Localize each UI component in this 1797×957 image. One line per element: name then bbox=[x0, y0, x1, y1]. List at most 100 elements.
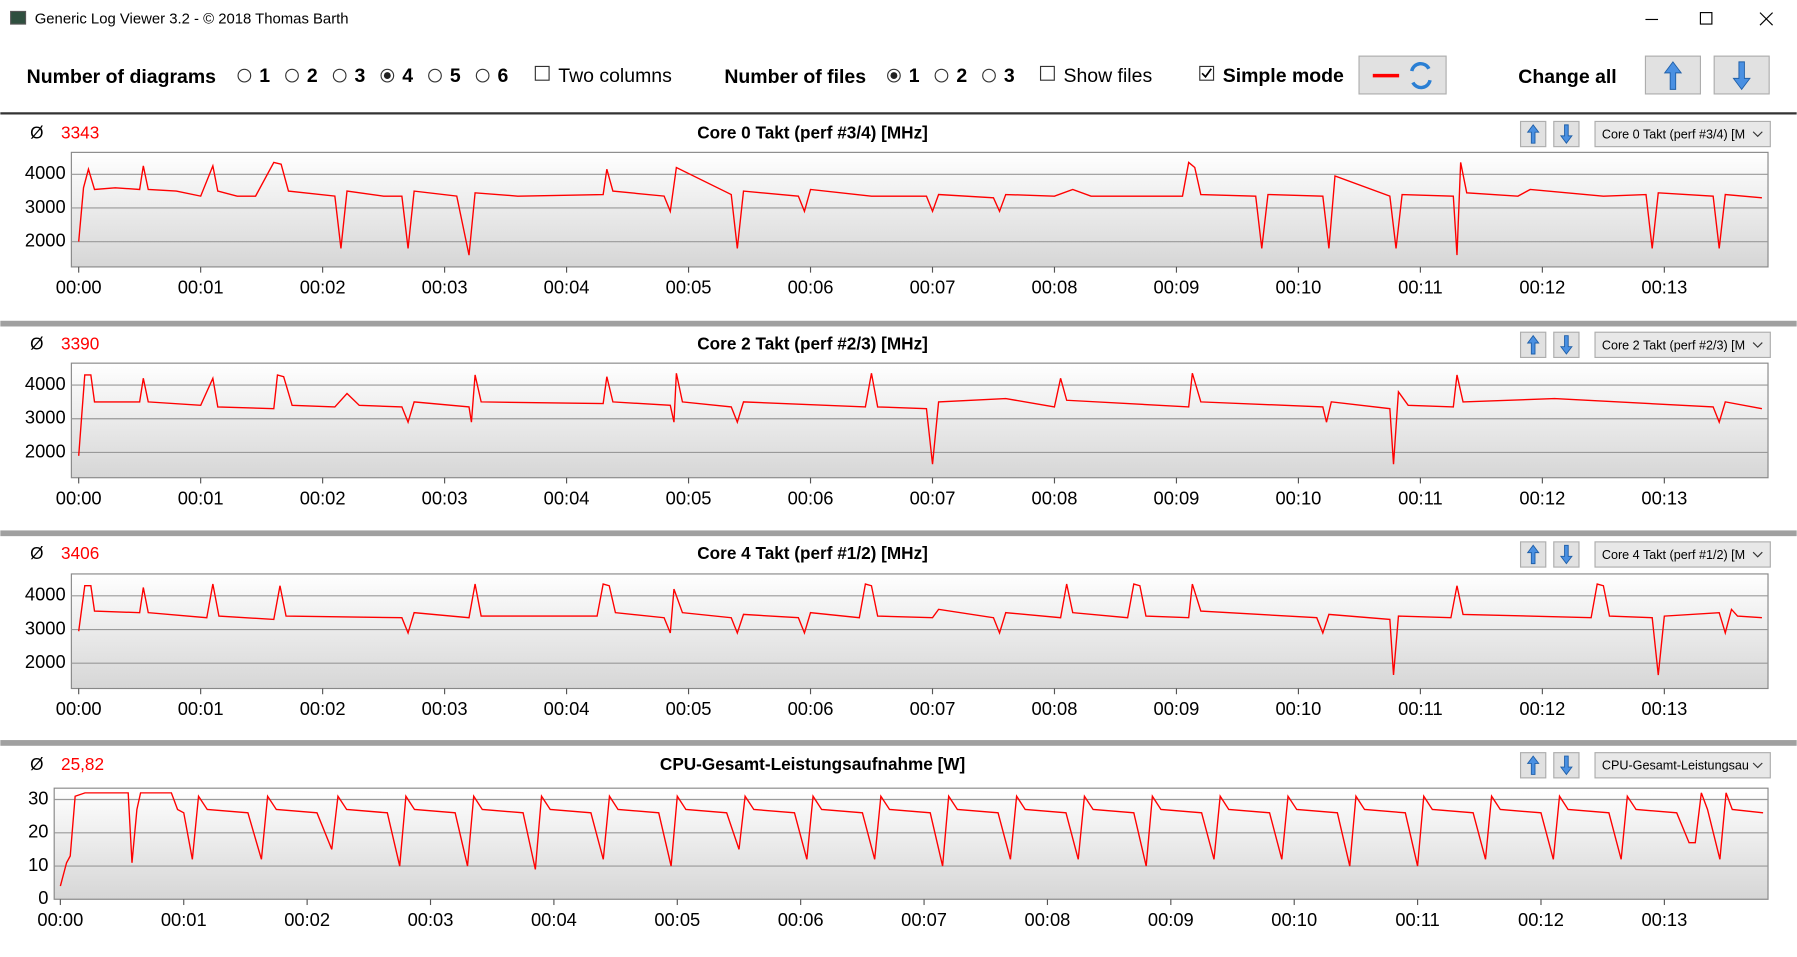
x-tick-label: 00:02 bbox=[300, 277, 346, 298]
y-tick-label: 20 bbox=[28, 821, 48, 842]
x-tick-label: 00:09 bbox=[1154, 698, 1200, 719]
x-tick-label: 00:10 bbox=[1271, 909, 1317, 930]
close-button[interactable] bbox=[1759, 12, 1774, 26]
y-tick-label: 4000 bbox=[25, 584, 66, 605]
x-tick-label: 00:11 bbox=[1398, 277, 1442, 298]
x-tick-label: 00:13 bbox=[1641, 487, 1687, 508]
dropdown-chevron bbox=[1752, 551, 1763, 558]
x-tick-label: 00:01 bbox=[161, 909, 207, 930]
radio-button[interactable] bbox=[285, 68, 299, 83]
x-tick-label: 00:02 bbox=[284, 909, 330, 930]
average-value: 3406 bbox=[61, 543, 99, 563]
x-tick-label: 00:06 bbox=[778, 909, 824, 930]
average-symbol: Ø bbox=[30, 333, 43, 353]
maximize-button[interactable] bbox=[1699, 12, 1713, 25]
x-tick-label: 00:09 bbox=[1148, 909, 1194, 930]
radio-button[interactable] bbox=[380, 68, 395, 83]
y-tick-label: 2000 bbox=[25, 440, 66, 461]
y-tick-label: 2000 bbox=[25, 229, 66, 250]
x-tick-label: 00:05 bbox=[666, 277, 712, 298]
file-option-label: 3 bbox=[1004, 65, 1015, 87]
x-tick-label: 00:02 bbox=[300, 487, 346, 508]
y-tick-label: 3000 bbox=[25, 196, 66, 217]
dropdown-chevron bbox=[1752, 131, 1763, 138]
show-files-label: Show files bbox=[1063, 65, 1152, 87]
x-tick-label: 00:08 bbox=[1032, 487, 1078, 508]
plot-area bbox=[53, 787, 1769, 900]
checkbox[interactable] bbox=[1199, 65, 1215, 81]
radio-button[interactable] bbox=[887, 68, 901, 83]
x-tick-label: 00:00 bbox=[37, 909, 83, 930]
average-symbol: Ø bbox=[30, 543, 43, 563]
checkbox-box bbox=[1039, 65, 1055, 81]
arrow-down-icon bbox=[1559, 124, 1573, 144]
x-tick-label: 00:10 bbox=[1276, 698, 1322, 719]
y-tick-label: 4000 bbox=[25, 373, 66, 394]
arrow-up-icon bbox=[1526, 124, 1540, 144]
y-tick-label: 3000 bbox=[25, 617, 66, 638]
x-tick-label: 00:12 bbox=[1519, 277, 1565, 298]
diagram-title: Core 2 Takt (perf #2/3) [MHz] bbox=[697, 333, 928, 353]
y-tick-label: 0 bbox=[38, 887, 48, 908]
radio-button[interactable] bbox=[428, 68, 442, 83]
x-tick-label: 00:04 bbox=[544, 698, 590, 719]
checkbox-tick bbox=[1201, 68, 1212, 79]
x-tick-label: 00:03 bbox=[422, 277, 468, 298]
app-icon bbox=[10, 10, 27, 25]
plot-area bbox=[70, 151, 1769, 268]
x-tick-label: 00:06 bbox=[788, 277, 834, 298]
x-tick-label: 00:13 bbox=[1641, 698, 1687, 719]
color-button[interactable] bbox=[1358, 55, 1447, 95]
arrow-up-icon bbox=[1526, 755, 1540, 775]
diagram-option-label: 2 bbox=[307, 65, 318, 87]
diagram-option-label: 4 bbox=[402, 65, 413, 87]
diagram-title: CPU-Gesamt-Leistungsaufnahme [W] bbox=[660, 754, 965, 774]
checkbox[interactable] bbox=[534, 65, 550, 81]
x-tick-label: 00:00 bbox=[56, 698, 102, 719]
x-tick-label: 00:07 bbox=[910, 698, 956, 719]
x-tick-label: 00:02 bbox=[300, 698, 346, 719]
channel-dropdown[interactable]: CPU-Gesamt-Leistungsau bbox=[1594, 752, 1771, 779]
radio-ring bbox=[237, 68, 252, 83]
checkbox[interactable] bbox=[1039, 65, 1055, 81]
radio-button[interactable] bbox=[332, 68, 347, 83]
radio-ring bbox=[934, 68, 949, 83]
radio-button[interactable] bbox=[934, 68, 949, 83]
arrow-down-icon bbox=[1559, 335, 1573, 355]
diagram-panel: Ø 3390 Core 2 Takt (perf #2/3) [MHz] Core 2… bbox=[0, 331, 1797, 537]
dropdown-chevron bbox=[1752, 762, 1763, 769]
x-tick-label: 00:06 bbox=[788, 698, 834, 719]
radio-ring bbox=[475, 68, 490, 83]
data-line bbox=[59, 792, 1764, 887]
plot-area bbox=[70, 362, 1769, 479]
x-tick-label: 00:08 bbox=[1032, 698, 1078, 719]
y-tick-label: 4000 bbox=[25, 162, 66, 183]
x-tick-label: 00:05 bbox=[654, 909, 700, 930]
checkbox-box bbox=[534, 65, 550, 81]
radio-button[interactable] bbox=[237, 68, 252, 83]
dropdown-box bbox=[1594, 120, 1771, 148]
arrow-down-icon bbox=[1559, 755, 1573, 776]
simple-mode-label: Simple mode bbox=[1223, 65, 1344, 87]
two-columns-label: Two columns bbox=[558, 65, 672, 87]
radio-button[interactable] bbox=[982, 68, 996, 83]
x-tick-label: 00:11 bbox=[1398, 698, 1442, 719]
x-tick-label: 00:09 bbox=[1154, 277, 1200, 298]
x-tick-label: 00:11 bbox=[1395, 909, 1439, 930]
y-tick-label: 10 bbox=[28, 854, 48, 875]
x-tick-label: 00:08 bbox=[1025, 909, 1071, 930]
channel-dropdown[interactable]: Core 0 Takt (perf #3/4) [M bbox=[1594, 120, 1771, 148]
x-tick-label: 00:13 bbox=[1641, 909, 1687, 930]
arrow-down-icon bbox=[1732, 61, 1751, 91]
dropdown-text: CPU-Gesamt-Leistungsau bbox=[1602, 759, 1749, 773]
x-tick-label: 00:00 bbox=[56, 277, 102, 298]
x-tick-label: 00:04 bbox=[544, 277, 590, 298]
plot-area bbox=[70, 573, 1769, 690]
radio-button[interactable] bbox=[475, 68, 490, 83]
arrow-down-icon bbox=[1559, 544, 1573, 565]
window-title: Generic Log Viewer 3.2 - © 2018 Thomas B… bbox=[35, 11, 349, 27]
channel-dropdown[interactable]: Core 4 Takt (perf #1/2) [M bbox=[1594, 541, 1771, 568]
diagram-title: Core 4 Takt (perf #1/2) [MHz] bbox=[697, 543, 928, 563]
channel-dropdown[interactable]: Core 2 Takt (perf #2/3) [M bbox=[1594, 331, 1771, 359]
